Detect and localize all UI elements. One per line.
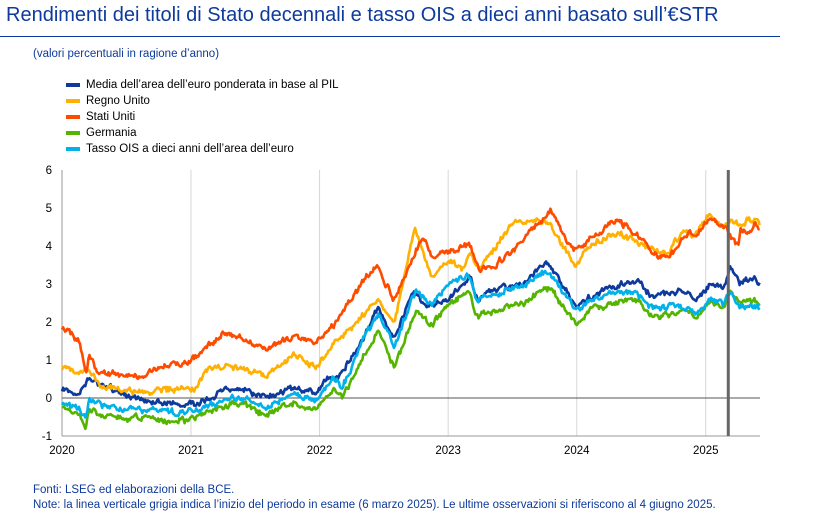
chart-subtitle: (valori percentuali in ragione d’anno) [33, 48, 220, 60]
legend-swatch [66, 115, 80, 119]
legend-label: Stati Uniti [86, 111, 136, 123]
source-note: Fonti: LSEG ed elaborazioni della BCE. [33, 484, 235, 496]
x-tick-label: 2022 [307, 445, 333, 457]
legend-label: Regno Unito [86, 95, 150, 107]
y-tick-label: 4 [46, 241, 53, 253]
y-tick-label: 0 [46, 393, 52, 405]
legend-swatch [66, 147, 80, 151]
chart-series [60, 207, 761, 431]
x-tick-label: 2023 [435, 445, 461, 457]
legend-item: Germania [66, 125, 339, 141]
x-axis-ticks: 2020 2021 2022 2023 2024 2025 [49, 445, 718, 457]
legend-label: Germania [86, 127, 137, 139]
x-tick-label: 2024 [564, 445, 590, 457]
x-tick-label: 2021 [178, 445, 204, 457]
y-axis-ticks: -1 0 1 2 3 4 5 6 [42, 165, 53, 443]
y-tick-label: 3 [46, 279, 52, 291]
y-tick-label: -1 [42, 431, 52, 443]
series-line [61, 286, 761, 431]
legend-item: Stati Uniti [66, 109, 339, 125]
page-title: Rendimenti dei titoli di Stato decennali… [6, 4, 719, 26]
footnote: Note: la linea verticale grigia indica l… [33, 499, 716, 511]
y-tick-label: 1 [46, 355, 52, 367]
legend-swatch [66, 131, 80, 135]
legend-label: Media dell’area dell’euro ponderata in b… [86, 79, 339, 91]
legend-item: Regno Unito [66, 93, 339, 109]
y-tick-label: 6 [46, 165, 52, 177]
chart-axes [61, 170, 760, 437]
legend-label: Tasso OIS a dieci anni dell’area dell’eu… [86, 143, 294, 155]
chart-legend: Media dell’area dell’euro ponderata in b… [66, 77, 339, 157]
legend-item: Media dell’area dell’euro ponderata in b… [66, 77, 339, 93]
x-tick-label: 2020 [49, 445, 75, 457]
y-tick-label: 5 [46, 203, 52, 215]
legend-swatch [66, 99, 80, 103]
legend-item: Tasso OIS a dieci anni dell’area dell’eu… [66, 141, 339, 157]
x-tick-label: 2025 [693, 445, 719, 457]
series-line [60, 260, 761, 409]
legend-swatch [66, 83, 80, 87]
series-line [60, 269, 761, 419]
series-line [60, 212, 761, 396]
series-line [60, 207, 760, 381]
title-divider [0, 36, 780, 37]
y-tick-label: 2 [46, 317, 52, 329]
